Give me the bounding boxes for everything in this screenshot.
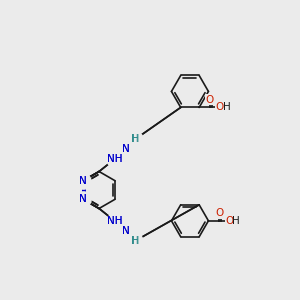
Text: O: O — [206, 95, 214, 105]
Text: H: H — [131, 134, 139, 144]
Text: H: H — [131, 236, 139, 246]
Text: H: H — [132, 134, 139, 144]
Text: O: O — [216, 102, 224, 112]
Text: NH: NH — [107, 216, 122, 226]
Text: N: N — [79, 176, 87, 186]
Text: O: O — [215, 208, 223, 218]
Text: H: H — [223, 102, 231, 112]
Text: H: H — [132, 236, 139, 246]
Text: H: H — [232, 216, 240, 226]
Text: N: N — [122, 226, 130, 236]
Text: N: N — [122, 144, 130, 154]
Text: N: N — [79, 176, 87, 186]
Text: N: N — [79, 194, 87, 204]
Text: NH: NH — [107, 154, 122, 164]
Text: N: N — [122, 226, 130, 236]
Text: O: O — [225, 216, 233, 226]
Text: N: N — [122, 144, 130, 154]
Text: NH: NH — [107, 154, 122, 164]
Text: NH: NH — [107, 216, 122, 226]
Text: N: N — [79, 194, 87, 204]
